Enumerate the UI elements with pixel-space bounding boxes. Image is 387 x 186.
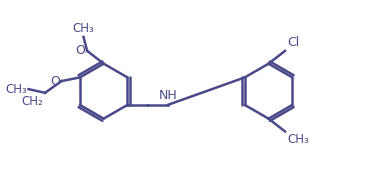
Text: NH: NH xyxy=(158,89,177,102)
Text: O: O xyxy=(50,75,60,88)
Text: CH₃: CH₃ xyxy=(5,83,27,96)
Text: CH₃: CH₃ xyxy=(73,22,94,35)
Text: Cl: Cl xyxy=(287,36,299,49)
Text: CH₃: CH₃ xyxy=(287,133,308,146)
Text: CH₂: CH₂ xyxy=(21,95,43,108)
Text: O: O xyxy=(75,44,86,57)
